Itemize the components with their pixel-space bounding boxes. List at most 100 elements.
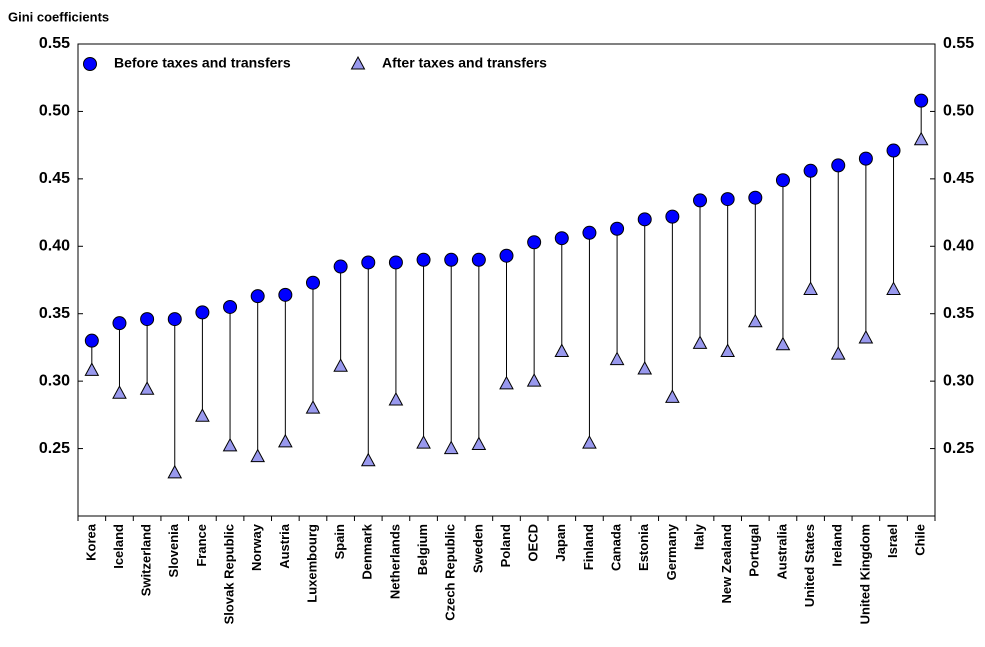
triangle <box>609 351 625 366</box>
x-tick-label: Portugal <box>747 524 762 577</box>
x-tick-label: Spain <box>332 524 347 559</box>
x-tick-label: Germany <box>664 523 679 580</box>
x-tick-label: Switzerland <box>139 524 154 596</box>
triangle <box>830 346 846 360</box>
y-tick-label: 0.55 <box>39 35 70 52</box>
dot <box>527 235 542 250</box>
triangle <box>333 358 348 372</box>
triangle <box>913 131 929 146</box>
triangle <box>554 343 570 357</box>
x-tick-label: Italy <box>691 523 706 550</box>
triangle <box>277 433 293 448</box>
y-axis-label: Gini coefficients <box>8 9 109 24</box>
legend-marker <box>83 57 97 71</box>
triangle <box>360 452 376 467</box>
triangle <box>195 408 210 422</box>
dot <box>223 299 238 314</box>
triangle <box>886 281 901 295</box>
triangle <box>775 336 791 351</box>
triangle <box>637 360 653 375</box>
triangle <box>305 400 321 414</box>
triangle <box>167 464 183 479</box>
x-tick-label: Korea <box>83 523 98 561</box>
dot <box>665 209 680 224</box>
x-tick-label: Japan <box>553 524 568 562</box>
dot <box>278 287 293 302</box>
dot <box>748 190 763 205</box>
dot <box>637 212 652 227</box>
dot <box>361 255 376 270</box>
dot <box>84 333 99 348</box>
y-tick-label: 0.45 <box>943 170 974 187</box>
y-tick-label: 0.50 <box>943 103 974 120</box>
dot <box>250 289 265 304</box>
x-tick-label: Finland <box>581 524 596 570</box>
plot-frame <box>77 43 936 517</box>
triangle <box>747 313 763 328</box>
dot <box>388 255 403 270</box>
dot <box>554 231 569 246</box>
triangle <box>112 385 127 399</box>
x-tick-label: Netherlands <box>387 524 402 599</box>
dot <box>333 259 348 274</box>
dot <box>195 305 210 320</box>
x-tick-label: New Zealand <box>719 524 734 604</box>
dot <box>499 248 514 263</box>
y-tick-label: 0.40 <box>39 238 70 255</box>
dot <box>416 252 431 267</box>
dot <box>582 225 597 240</box>
dot <box>693 193 708 208</box>
x-tick-label: United States <box>802 524 817 607</box>
triangle <box>803 281 818 295</box>
dot <box>305 275 320 290</box>
x-tick-label: OECD <box>526 524 541 562</box>
x-tick-label: Chile <box>913 524 928 556</box>
triangle <box>388 391 404 406</box>
x-tick-label: United Kingdom <box>857 524 872 624</box>
dot <box>858 151 873 166</box>
triangle <box>858 329 874 344</box>
x-tick-label: Iceland <box>111 524 126 569</box>
y-tick-label: 0.30 <box>39 372 70 389</box>
y-tick-label: 0.50 <box>39 103 70 120</box>
y-tick-label: 0.40 <box>943 238 974 255</box>
x-tick-label: Australia <box>774 523 789 579</box>
dot <box>831 158 846 173</box>
y-tick-label: 0.35 <box>943 305 974 322</box>
x-tick-label: Sweden <box>470 524 485 573</box>
triangle <box>471 436 487 451</box>
triangle <box>692 335 708 349</box>
y-tick-label: 0.45 <box>39 170 70 187</box>
triangle <box>250 448 266 463</box>
legend-marker <box>350 55 366 70</box>
legend-label: After taxes and transfers <box>382 55 547 71</box>
y-tick-label: 0.25 <box>39 440 70 457</box>
dot <box>140 312 155 327</box>
legend-label: Before taxes and transfers <box>114 55 291 71</box>
dot <box>886 143 901 158</box>
triangle <box>499 375 514 390</box>
y-tick-label: 0.30 <box>943 372 974 389</box>
triangle <box>416 435 431 449</box>
dot <box>112 316 127 331</box>
triangle <box>720 343 736 357</box>
y-tick-label: 0.55 <box>943 35 974 52</box>
dot <box>720 192 735 207</box>
x-tick-label: Israel <box>885 524 900 558</box>
x-tick-label: Austria <box>277 523 292 569</box>
dot <box>914 93 929 108</box>
x-tick-label: Ireland <box>830 524 845 567</box>
x-tick-label: Poland <box>498 524 513 567</box>
dot <box>803 163 818 178</box>
y-tick-label: 0.25 <box>943 440 974 457</box>
y-tick-label: 0.35 <box>39 305 70 322</box>
triangle <box>582 435 597 449</box>
x-tick-label: Denmark <box>360 523 375 579</box>
triangle <box>222 437 238 452</box>
triangle <box>526 373 542 387</box>
dot <box>167 312 182 327</box>
dot <box>471 252 486 267</box>
x-tick-label: Belgium <box>415 524 430 575</box>
